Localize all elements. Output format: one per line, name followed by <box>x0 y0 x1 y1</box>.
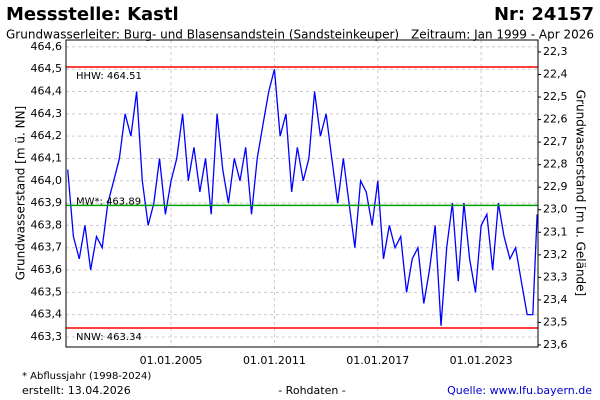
x-tick-label: 01.01.2017 <box>346 354 409 367</box>
y-tick-label: 464,4 <box>31 85 63 98</box>
source-link[interactable]: Quelle: www.lfu.bayern.de <box>447 384 592 397</box>
reference-label: HHW: 464.51 <box>76 71 142 82</box>
y2-tick-label: 22,7 <box>543 135 568 148</box>
y2-tick-label: 23,6 <box>543 338 568 351</box>
y2-tick-label: 23,5 <box>543 315 568 328</box>
y-tick-label: 463,5 <box>31 285 63 298</box>
x-tick-label: 01.01.2023 <box>450 354 513 367</box>
y-tick-label: 464,0 <box>31 174 63 187</box>
y-tick-label: 464,3 <box>31 107 63 120</box>
y-tick-label: 464,6 <box>31 40 63 53</box>
y-tick-label: 463,9 <box>31 196 63 209</box>
y-tick-label: 463,6 <box>31 263 63 276</box>
caption: - Rohdaten - <box>278 384 346 397</box>
footnote: * Abflussjahr (1998-2024) <box>22 371 151 382</box>
source[interactable]: Quelle: www.lfu.bayern.de <box>447 384 592 397</box>
x-tick-label: 01.01.2005 <box>140 354 203 367</box>
y2-tick-label: 22,8 <box>543 158 568 171</box>
x-tick-label: 01.01.2011 <box>243 354 306 367</box>
created: erstellt: 13.04.2026 <box>22 384 131 397</box>
y2-tick-label: 22,5 <box>543 90 568 103</box>
y2-tick-label: 22,4 <box>543 67 568 80</box>
y2-tick-label: 23,0 <box>543 203 568 216</box>
reference-label: NNW: 463.34 <box>76 332 142 343</box>
y2-tick-label: 23,1 <box>543 225 568 238</box>
plot-frame <box>65 39 539 348</box>
y-tick-label: 463,8 <box>31 218 63 231</box>
chart-title: Messstelle: Kastl <box>6 4 179 25</box>
y-tick-label: 464,5 <box>31 62 63 75</box>
station-number: Nr: 24157 <box>494 4 594 25</box>
subtitle: Grundwasserleiter: Burg- und Blasensands… <box>6 28 399 42</box>
data-line <box>67 69 538 326</box>
reference-label: MW*: 463.89 <box>76 196 141 207</box>
y-axis-title: Grundwasserstand [m ü. NN] <box>14 106 28 280</box>
y2-tick-label: 23,4 <box>543 293 568 306</box>
y2-tick-label: 22,3 <box>543 45 568 58</box>
y-tick-label: 464,2 <box>31 129 63 142</box>
period: Zeitraum: Jan 1999 - Apr 2026 <box>411 28 594 42</box>
y2-tick-label: 22,6 <box>543 113 568 126</box>
y2-tick-label: 22,9 <box>543 180 568 193</box>
y2-axis-title: Grundwasserstand [m u. Gelände] <box>574 90 588 296</box>
y-tick-label: 463,4 <box>31 308 63 321</box>
y-tick-label: 463,7 <box>31 241 63 254</box>
y2-tick-label: 23,3 <box>543 270 568 283</box>
y2-tick-label: 23,2 <box>543 248 568 261</box>
y-tick-label: 464,1 <box>31 151 63 164</box>
y-tick-label: 463,3 <box>31 330 63 343</box>
